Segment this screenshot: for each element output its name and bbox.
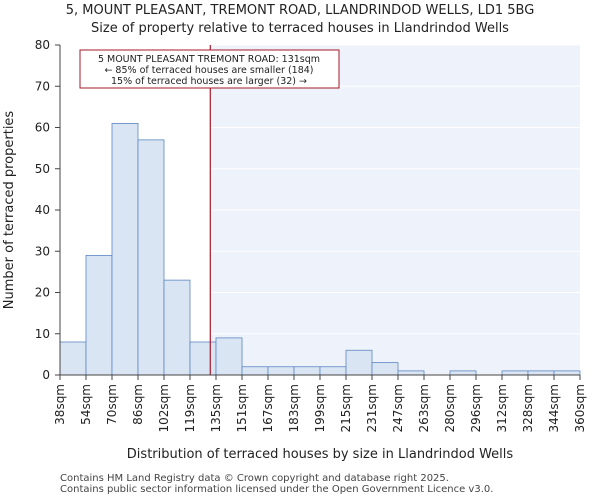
- bar-231sqm: [371, 362, 399, 376]
- x-tick-label: 119sqm: [183, 384, 197, 432]
- x-tick-label: 102sqm: [157, 384, 171, 432]
- y-tick-label: 30: [35, 244, 50, 258]
- annotation-line-3: 15% of terraced houses are larger (32) →: [111, 76, 307, 87]
- footer-copyright: Contains HM Land Registry data © Crown c…: [60, 473, 449, 484]
- x-axis-label: Distribution of terraced houses by size …: [127, 447, 514, 462]
- x-tick-label: 151sqm: [235, 384, 249, 432]
- bar-151sqm: [241, 366, 269, 376]
- x-tick-label: 215sqm: [339, 384, 353, 432]
- y-tick-label: 20: [35, 286, 50, 300]
- y-tick-label: 70: [35, 79, 50, 93]
- x-tick-label: 280sqm: [443, 384, 457, 432]
- bar-135sqm: [215, 337, 243, 376]
- bar-38sqm: [59, 341, 87, 376]
- x-tick-label: 247sqm: [391, 384, 405, 432]
- y-tick-label: 40: [35, 203, 50, 217]
- x-tick-label: 135sqm: [209, 384, 223, 432]
- bar-328sqm: [527, 370, 555, 376]
- bar-167sqm: [267, 366, 295, 376]
- x-axis-ticks: 38sqm 54sqm 70sqm 86sqm 102sqm 119sqm 135sqm 15…: [53, 375, 587, 432]
- bar-344sqm: [553, 370, 581, 376]
- y-tick-label: 50: [35, 162, 50, 176]
- x-tick-label: 231sqm: [365, 384, 379, 432]
- x-tick-label: 360sqm: [573, 384, 587, 432]
- chart-title-block: 5, MOUNT PLEASANT, TREMONT ROAD, LLANDRI…: [0, 2, 600, 38]
- bar-119sqm: [189, 341, 217, 376]
- bar-312sqm: [501, 370, 529, 376]
- x-tick-label: 167sqm: [261, 384, 275, 432]
- x-tick-label: 86sqm: [131, 384, 145, 425]
- annotation-line-1: 5 MOUNT PLEASANT TREMONT ROAD: 131sqm: [98, 54, 320, 65]
- y-tick-label: 10: [35, 327, 50, 341]
- x-tick-label: 296sqm: [469, 384, 483, 432]
- bar-102sqm: [163, 279, 191, 376]
- x-tick-label: 328sqm: [521, 384, 535, 432]
- annotation-border: [79, 49, 340, 89]
- y-axis-label: Number of terraced properties: [2, 111, 17, 310]
- x-tick-label: 263sqm: [417, 384, 431, 432]
- bar-183sqm: [293, 366, 321, 376]
- x-tick-label: 54sqm: [79, 384, 93, 425]
- bar-54sqm: [85, 254, 113, 376]
- bar-247sqm: [397, 370, 425, 376]
- x-tick-label: 199sqm: [313, 384, 327, 432]
- x-tick-label: 70sqm: [105, 384, 119, 425]
- chart-title: 5, MOUNT PLEASANT, TREMONT ROAD, LLANDRI…: [65, 3, 535, 18]
- y-tick-label: 0: [42, 368, 50, 382]
- bar-215sqm: [345, 349, 373, 376]
- annotation-box: 5 MOUNT PLEASANT TREMONT ROAD: 131sqm ← …: [79, 49, 340, 89]
- bar-86sqm: [137, 139, 165, 376]
- y-axis-ticks: 0 10 20 30 40 50 60 70 80: [35, 38, 60, 382]
- bar-199sqm: [319, 366, 347, 376]
- x-tick-label: 312sqm: [495, 384, 509, 432]
- bar-280sqm: [449, 370, 477, 376]
- y-tick-label: 60: [35, 121, 50, 135]
- x-tick-label: 344sqm: [547, 384, 561, 432]
- annotation-line-2: ← 85% of terraced houses are smaller (18…: [104, 65, 313, 76]
- x-tick-label: 183sqm: [287, 384, 301, 432]
- footer-licence: Contains public sector information licen…: [60, 484, 494, 495]
- bars: [59, 122, 581, 376]
- chart-subtitle: Size of property relative to terraced ho…: [91, 21, 509, 36]
- bar-70sqm: [111, 122, 139, 376]
- x-tick-label: 38sqm: [53, 384, 67, 425]
- y-tick-label: 80: [35, 38, 50, 52]
